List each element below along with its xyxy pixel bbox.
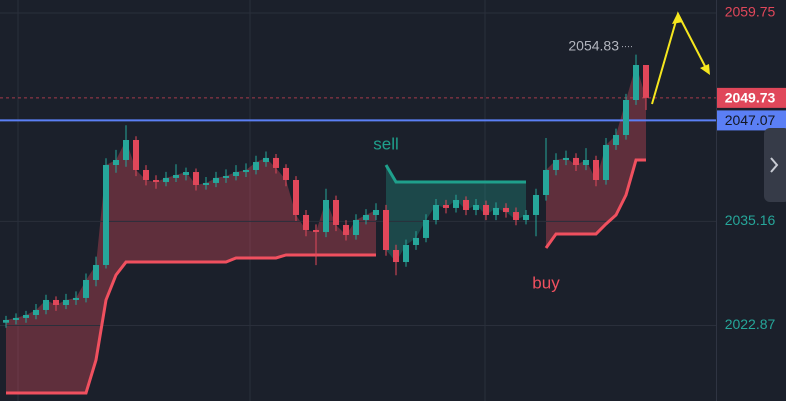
candle-body	[623, 99, 629, 135]
candle-body	[153, 179, 159, 183]
candle-body	[453, 199, 459, 208]
candle-body	[463, 199, 469, 210]
candle-body	[423, 219, 429, 238]
candle-body	[293, 179, 299, 215]
candle-body	[263, 157, 269, 163]
candle-body	[503, 207, 509, 213]
stop-line	[6, 158, 646, 395]
y-tick-label: 2059.75	[725, 4, 776, 20]
candle-body	[33, 309, 39, 315]
stop-fill	[6, 139, 376, 393]
candle-body	[473, 204, 479, 210]
candle-body	[613, 134, 619, 145]
yellow-arrows	[651, 11, 710, 105]
candle-body	[563, 157, 569, 160]
candle-body	[373, 209, 379, 215]
candle-body	[633, 64, 639, 100]
arrow-head	[672, 12, 683, 24]
sell-label: sell	[373, 134, 399, 153]
candle-body	[173, 174, 179, 178]
candle-body	[573, 157, 579, 165]
candle-body	[83, 279, 89, 298]
candle-body	[253, 162, 259, 170]
candle-body	[93, 264, 99, 280]
candle-body	[193, 172, 199, 185]
candle-body	[443, 204, 449, 208]
candle-body	[593, 159, 599, 180]
candle-body	[403, 244, 409, 263]
candle-body	[213, 177, 219, 183]
candle-body	[533, 194, 539, 215]
candle-body	[243, 169, 249, 173]
candle-body	[523, 214, 529, 220]
candle-body	[543, 169, 549, 195]
stop-line	[384, 164, 526, 184]
arrow-head	[700, 64, 710, 75]
candle-body	[353, 219, 359, 235]
price-label: 2047.07	[725, 112, 776, 128]
candle-body	[133, 139, 139, 170]
side-toggle[interactable]	[764, 128, 786, 202]
candle-body	[3, 319, 9, 323]
candle-body	[493, 207, 499, 215]
candle-body	[43, 299, 49, 310]
candle-body	[123, 139, 129, 160]
candle-body	[223, 176, 229, 178]
y-tick-label: 2035.16	[725, 212, 776, 228]
candle-body	[603, 144, 609, 180]
candle-body	[143, 169, 149, 180]
candle-body	[383, 209, 389, 250]
candle-body	[233, 172, 239, 177]
candle-body	[103, 164, 109, 265]
candle-body	[273, 157, 279, 168]
candle-body	[163, 177, 169, 183]
candle-body	[283, 167, 289, 180]
candle-body	[433, 204, 439, 220]
candle-body	[303, 214, 309, 230]
y-tick-label: 2022.87	[725, 316, 776, 332]
candle-body	[393, 249, 399, 263]
candle-body	[513, 212, 519, 220]
candle-body	[343, 224, 349, 235]
price-label-box	[717, 110, 786, 131]
candle-body	[23, 314, 29, 318]
candle-body	[333, 199, 339, 225]
candle-body	[53, 299, 59, 305]
side-toggle-button[interactable]	[764, 128, 786, 202]
candle-body	[73, 297, 79, 300]
chevron-icon[interactable]	[770, 157, 779, 173]
candle-body	[13, 317, 19, 320]
candle-body	[583, 159, 589, 165]
candle-body	[63, 299, 69, 305]
price-label-box	[717, 87, 786, 108]
candle-body	[553, 159, 559, 170]
buy-label: buy	[532, 273, 560, 292]
candle-body	[203, 182, 209, 185]
stop-fill	[386, 164, 526, 263]
candle-body	[113, 159, 119, 165]
candle-body	[363, 214, 369, 220]
candle-body	[413, 237, 419, 245]
candle-body	[313, 229, 319, 233]
candle-body	[323, 199, 329, 233]
candle-body	[643, 64, 649, 98]
high-label: 2054.83	[568, 37, 619, 53]
candle-body	[483, 204, 489, 215]
candle-body	[183, 172, 189, 175]
price-label: 2049.73	[725, 90, 776, 106]
